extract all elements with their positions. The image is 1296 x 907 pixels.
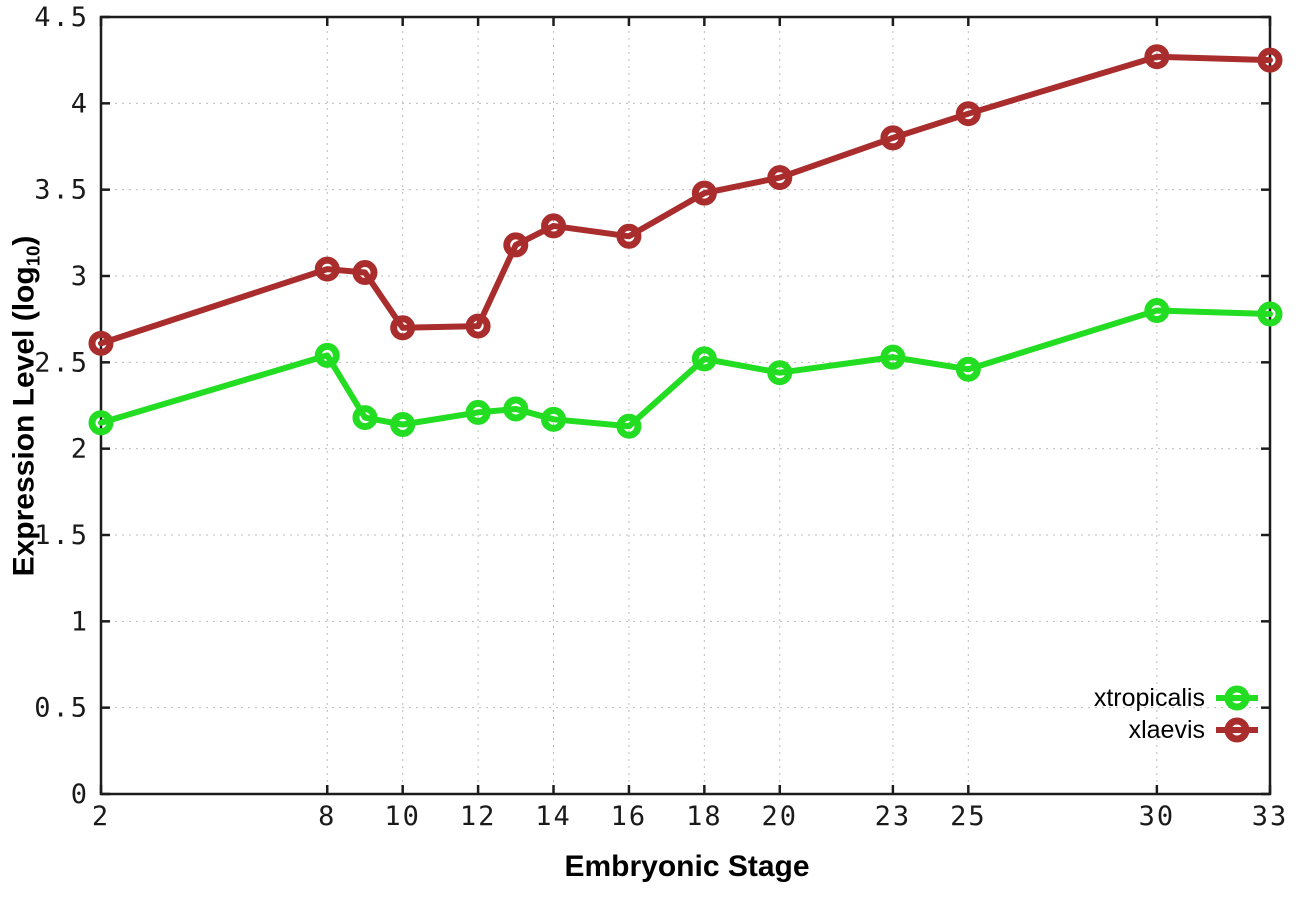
data-point-xtropicalis xyxy=(503,396,529,422)
x-tick-label: 30 xyxy=(1139,801,1176,832)
data-point-xlaevis xyxy=(541,213,567,239)
series-line-xlaevis xyxy=(98,53,1273,347)
x-tick-label: 10 xyxy=(384,801,421,832)
data-point-xtropicalis xyxy=(691,346,717,372)
plot-border xyxy=(99,15,1272,796)
y-tick-label: 1 xyxy=(71,606,89,637)
legend-label-xlaevis: xlaevis xyxy=(1128,716,1205,744)
data-point-xtropicalis xyxy=(880,344,906,370)
legend-label-xtropicalis: xtropicalis xyxy=(1093,684,1205,712)
y-tick-label: 4.5 xyxy=(34,2,89,33)
data-point-xtropicalis xyxy=(465,399,491,425)
data-point-xlaevis xyxy=(1257,47,1283,73)
x-tick-label: 20 xyxy=(762,801,799,832)
data-point-xtropicalis xyxy=(1257,301,1283,327)
data-point-xlaevis xyxy=(880,125,906,151)
y-tick-label: 2.5 xyxy=(34,347,89,378)
data-point-xtropicalis xyxy=(541,406,567,432)
legend-item-xlaevis: xlaevis xyxy=(1129,715,1260,745)
data-point-xlaevis xyxy=(616,223,642,249)
data-point-xlaevis xyxy=(465,313,491,339)
data-point-xtropicalis xyxy=(1144,298,1170,324)
x-tick-label: 12 xyxy=(460,801,497,832)
data-point-xtropicalis xyxy=(314,342,340,368)
data-point-xlaevis xyxy=(691,180,717,206)
y-axis-title-text: Expression Level (log xyxy=(7,266,41,577)
legend-item-xtropicalis: xtropicalis xyxy=(1094,683,1260,713)
legend-line-marker-icon xyxy=(1216,685,1258,711)
data-point-xtropicalis xyxy=(767,360,793,386)
x-tick-label: 33 xyxy=(1252,801,1289,832)
data-point-xlaevis xyxy=(1144,44,1170,70)
x-tick-label: 18 xyxy=(686,801,723,832)
data-point-xtropicalis xyxy=(616,413,642,439)
y-tick-label: 3 xyxy=(71,261,89,292)
series-line-xtropicalis xyxy=(98,307,1273,430)
data-point-xlaevis xyxy=(767,165,793,191)
data-point-xlaevis xyxy=(314,256,340,282)
y-tick-label: 2 xyxy=(71,434,89,465)
x-tick-label: 16 xyxy=(611,801,648,832)
data-point-xlaevis xyxy=(955,101,981,127)
x-tick-label: 14 xyxy=(535,801,572,832)
x-tick-label: 25 xyxy=(950,801,987,832)
y-tick-label: 0 xyxy=(71,779,89,810)
data-point-xtropicalis xyxy=(955,356,981,382)
y-axis-title-subscript: 10 xyxy=(22,245,44,267)
y-axis-title: Expression Level (log10) xyxy=(8,236,45,577)
x-tick-label: 2 xyxy=(92,801,110,832)
data-point-xlaevis xyxy=(503,232,529,258)
data-point-xlaevis xyxy=(88,330,114,356)
x-tick-label: 23 xyxy=(875,801,912,832)
y-tick-label: 1.5 xyxy=(34,520,89,551)
x-axis-title: Embryonic Stage xyxy=(564,850,810,883)
x-tick-label: 8 xyxy=(318,801,336,832)
y-axis-title-suffix: ) xyxy=(7,235,41,246)
legend: xtropicalis xlaevis xyxy=(1094,683,1260,745)
y-tick-label: 3.5 xyxy=(34,175,89,206)
y-tick-label: 4 xyxy=(71,88,89,119)
data-point-xtropicalis xyxy=(390,411,416,437)
data-point-xtropicalis xyxy=(88,410,114,436)
data-point-xlaevis xyxy=(352,260,378,286)
y-tick-label: 0.5 xyxy=(34,693,89,724)
legend-line-marker-icon xyxy=(1216,717,1258,743)
data-point-xlaevis xyxy=(390,315,416,341)
data-point-xtropicalis xyxy=(352,405,378,431)
